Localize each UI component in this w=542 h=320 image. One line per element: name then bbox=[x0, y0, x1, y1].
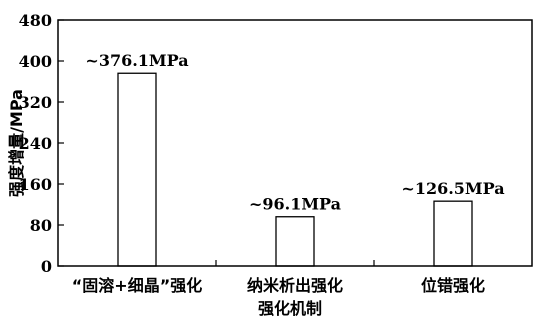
y-tick-label: 80 bbox=[30, 216, 52, 235]
x-category-label: 纳米析出强化 bbox=[247, 276, 343, 295]
y-tick-label: 400 bbox=[19, 52, 52, 71]
bar-value-label: ~96.1MPa bbox=[249, 195, 341, 214]
bars bbox=[117, 72, 473, 267]
y-axis-ticks: 0 80 160 240 320 400 480 bbox=[19, 11, 64, 276]
y-tick-label: 240 bbox=[19, 134, 52, 153]
y-tick-label: 160 bbox=[19, 175, 52, 194]
bar bbox=[275, 216, 315, 267]
bar-value-label: ~126.5MPa bbox=[401, 179, 504, 198]
data-labels: ~376.1MPa ~96.1MPa ~126.5MPa bbox=[85, 51, 504, 214]
y-axis-title: 强度增量/MPa bbox=[7, 89, 26, 197]
x-axis-title: 强化机制 bbox=[258, 299, 322, 318]
plot-frame bbox=[57, 19, 533, 267]
y-tick-label: 480 bbox=[19, 11, 52, 30]
bar bbox=[433, 200, 473, 267]
category-labels: “固溶+细晶”强化 纳米析出强化 位错强化 bbox=[72, 260, 485, 295]
x-category-label: “固溶+细晶”强化 bbox=[72, 276, 202, 295]
x-category-label: 位错强化 bbox=[421, 276, 485, 295]
y-tick-label: 320 bbox=[19, 93, 52, 112]
y-tick-label: 0 bbox=[41, 257, 52, 276]
bar bbox=[117, 72, 157, 267]
bar-value-label: ~376.1MPa bbox=[85, 51, 188, 70]
